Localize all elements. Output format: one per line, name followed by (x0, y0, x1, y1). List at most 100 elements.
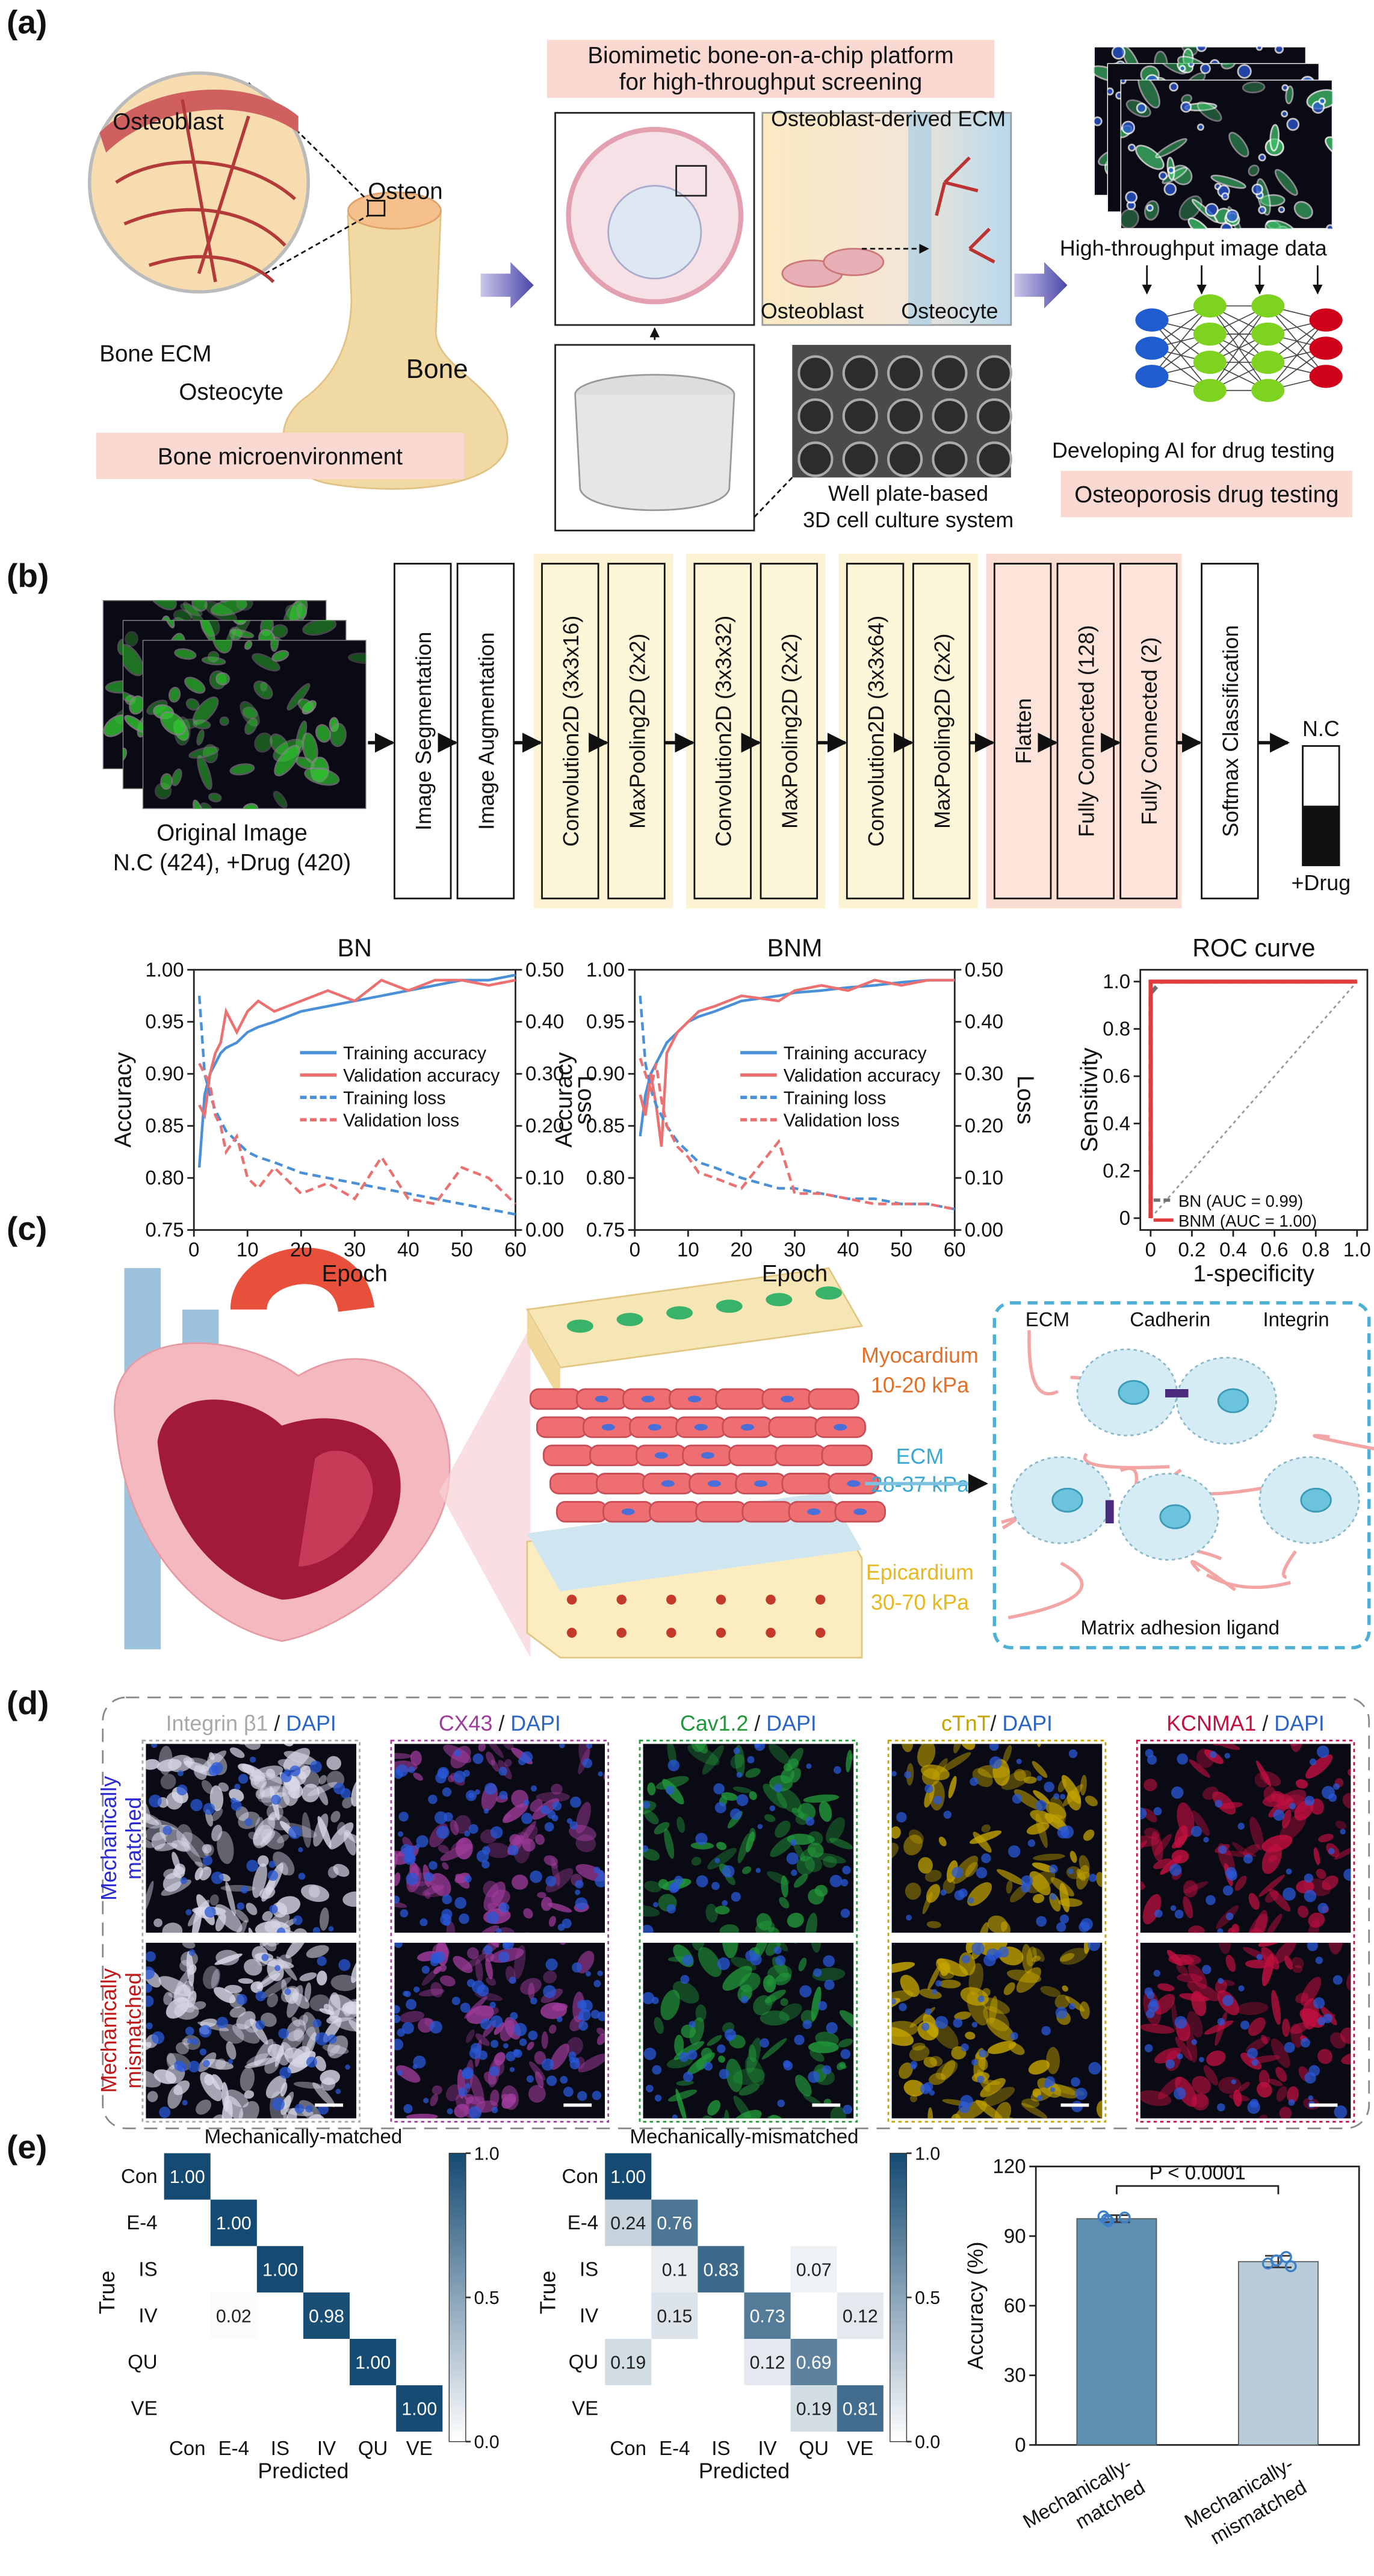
cell (235, 1909, 249, 1923)
cell (724, 2109, 730, 2119)
y2-tick-label: 0.50 (525, 959, 564, 981)
nucleus (465, 2083, 471, 2089)
nucleus (211, 1871, 224, 1884)
nucleus (1056, 1922, 1066, 1932)
nucleus (530, 1870, 542, 1883)
nucleus (740, 1995, 749, 2004)
y2-tick-label: 0.00 (525, 1219, 564, 1242)
cell (451, 1839, 466, 1850)
cell (430, 1982, 443, 1998)
nucleus (255, 1990, 266, 2002)
cell (320, 1907, 329, 1931)
nucleus (729, 1808, 741, 1820)
cell-label: 1.00 (610, 2167, 646, 2187)
x-tick-label: VE (406, 2438, 433, 2460)
cell (901, 1744, 914, 1753)
y-axis-label: Sensitivity (1077, 1047, 1103, 1152)
cell (494, 2022, 505, 2035)
cell (1248, 2017, 1266, 2036)
stain-marker: KCNMA1 (1166, 1711, 1256, 1735)
cell (494, 2052, 506, 2066)
cell (927, 2107, 933, 2119)
nucleus (1111, 46, 1126, 60)
y-tick-label: 120 (993, 2156, 1026, 2178)
cell (1026, 1822, 1050, 1835)
cell (231, 1920, 247, 1933)
cell (1208, 18, 1233, 45)
cell (1083, 1829, 1095, 1841)
cell-label: 1.00 (170, 2167, 205, 2187)
cell-label: 0.73 (750, 2306, 785, 2326)
cell (1140, 2023, 1175, 2034)
layer-label: Fully Connected (2) (1137, 637, 1162, 825)
cell (1252, 1910, 1268, 1933)
nucleus (1060, 1825, 1074, 1839)
nucleus (840, 1909, 850, 1918)
cell (644, 1880, 661, 1893)
cell (232, 620, 247, 625)
ecm-fiber (1007, 1561, 1084, 1620)
cell (596, 2033, 605, 2045)
cell (1228, 132, 1249, 158)
cell-illustration (1001, 1330, 1374, 1620)
nucleus (552, 1801, 562, 1811)
cell (317, 1786, 329, 1806)
nucleus (460, 2002, 471, 2013)
nucleus (923, 2082, 933, 2091)
cell (202, 744, 218, 764)
cell (1270, 1791, 1285, 1803)
nucleus (462, 2067, 474, 2079)
cell (716, 1594, 726, 1605)
heat-cell (698, 2246, 744, 2293)
image-frame (141, 1739, 361, 2123)
cell (1157, 2076, 1182, 2099)
cell (296, 603, 308, 619)
cell (236, 600, 253, 611)
cell (779, 2003, 802, 2021)
nucleus (1010, 2032, 1018, 2040)
panel-label: (e) (7, 2128, 47, 2166)
nucleus (484, 1782, 497, 1795)
cell (1137, 79, 1160, 109)
nucleus (238, 1774, 249, 1784)
cell (286, 2019, 306, 2042)
nucleus (1286, 1868, 1292, 1875)
cell (466, 1947, 479, 1960)
cell (445, 2084, 462, 2102)
nucleus (799, 1985, 812, 1998)
nucleus (736, 1794, 749, 1806)
cell (905, 1882, 921, 1900)
cell (421, 1969, 438, 1986)
nucleus (267, 1870, 279, 1881)
cell (160, 711, 187, 736)
row-label: mismatched (122, 1972, 146, 2088)
nucleus (1251, 183, 1263, 196)
nucleus (498, 1951, 510, 1963)
cell (1177, 1973, 1203, 1983)
nucleus (453, 1770, 466, 1783)
cell (798, 1957, 807, 1972)
cell (1317, 2049, 1332, 2064)
cell (1096, 2100, 1103, 2119)
cell (188, 746, 220, 759)
cell (486, 1942, 500, 1948)
nucleus (1158, 171, 1168, 181)
cell (625, 1999, 645, 2018)
cell (1166, 1949, 1183, 1966)
cell (1341, 2050, 1351, 2065)
label-myocardium: Myocardium (861, 1343, 979, 1367)
cell (1264, 220, 1296, 229)
label-osteoblast-cell: Osteoblast (761, 299, 864, 323)
x-tick-label: 0 (630, 1239, 640, 1262)
cell (215, 2058, 226, 2070)
nucleus (540, 1805, 549, 1815)
label-integrin: Integrin (1263, 1308, 1329, 1331)
x-tick-label: 20 (290, 1239, 312, 1262)
cell (146, 1881, 154, 1912)
cell (1340, 2027, 1351, 2044)
x-tick-label: 60 (504, 1239, 527, 1262)
cell (1242, 1946, 1270, 1961)
cell (1095, 1872, 1103, 1887)
cell (1085, 1795, 1098, 1807)
nucleus (1343, 1868, 1351, 1881)
